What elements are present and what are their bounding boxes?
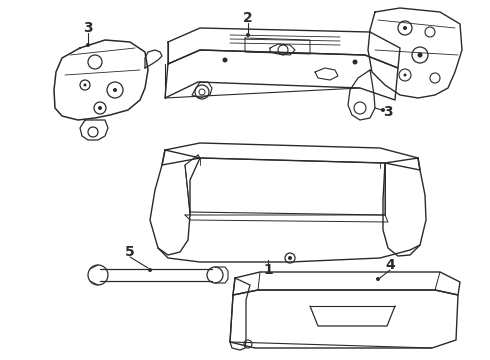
Circle shape <box>403 26 407 30</box>
Circle shape <box>246 33 250 37</box>
Circle shape <box>222 58 227 63</box>
Circle shape <box>86 43 90 47</box>
Circle shape <box>417 53 422 58</box>
Circle shape <box>83 84 87 86</box>
Circle shape <box>288 256 292 260</box>
Text: 3: 3 <box>383 105 393 119</box>
Text: 1: 1 <box>263 263 273 277</box>
Text: 3: 3 <box>83 21 93 35</box>
Circle shape <box>98 106 102 110</box>
Circle shape <box>113 88 117 92</box>
Circle shape <box>352 59 358 64</box>
Circle shape <box>381 108 385 112</box>
Text: 2: 2 <box>243 11 253 25</box>
Text: 4: 4 <box>385 258 395 272</box>
Circle shape <box>148 268 152 272</box>
Circle shape <box>403 73 407 77</box>
Circle shape <box>376 277 380 281</box>
Text: 5: 5 <box>125 245 135 259</box>
